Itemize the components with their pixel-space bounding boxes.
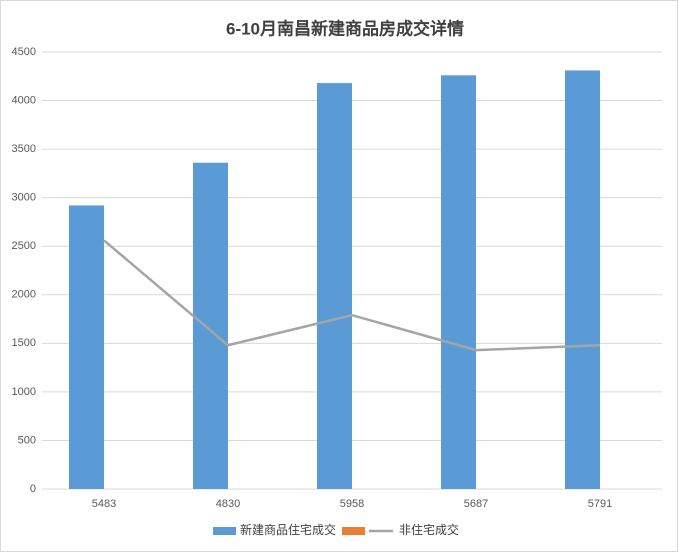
bar <box>441 75 476 489</box>
legend-swatch <box>342 527 366 535</box>
y-tick-label: 3500 <box>12 143 36 155</box>
x-tick-label: 5791 <box>588 498 612 510</box>
y-tick-label: 2000 <box>12 289 36 301</box>
x-tick-label: 4830 <box>216 498 240 510</box>
legend-label: 新建商品住宅成交 <box>240 522 336 537</box>
y-tick-label: 4000 <box>12 94 36 106</box>
bar <box>193 162 228 489</box>
bar <box>69 205 104 490</box>
x-tick-label: 5483 <box>92 498 116 510</box>
y-tick-label: 1500 <box>12 337 36 349</box>
x-tick-label: 5958 <box>340 498 364 510</box>
bar <box>317 83 352 489</box>
x-tick-label: 5687 <box>464 498 488 510</box>
y-tick-label: 4500 <box>12 46 36 58</box>
legend-label: 非住宅成交 <box>399 522 459 537</box>
legend-swatch <box>213 527 236 535</box>
y-tick-label: 0 <box>30 483 36 495</box>
y-tick-label: 500 <box>18 434 36 446</box>
y-tick-label: 2500 <box>12 240 36 252</box>
y-tick-label: 3000 <box>12 192 36 204</box>
chart-title: 6-10月南昌新建商品房成交详情 <box>226 18 464 38</box>
y-tick-label: 1000 <box>12 386 36 398</box>
line-series <box>103 239 601 352</box>
bar <box>565 70 600 489</box>
